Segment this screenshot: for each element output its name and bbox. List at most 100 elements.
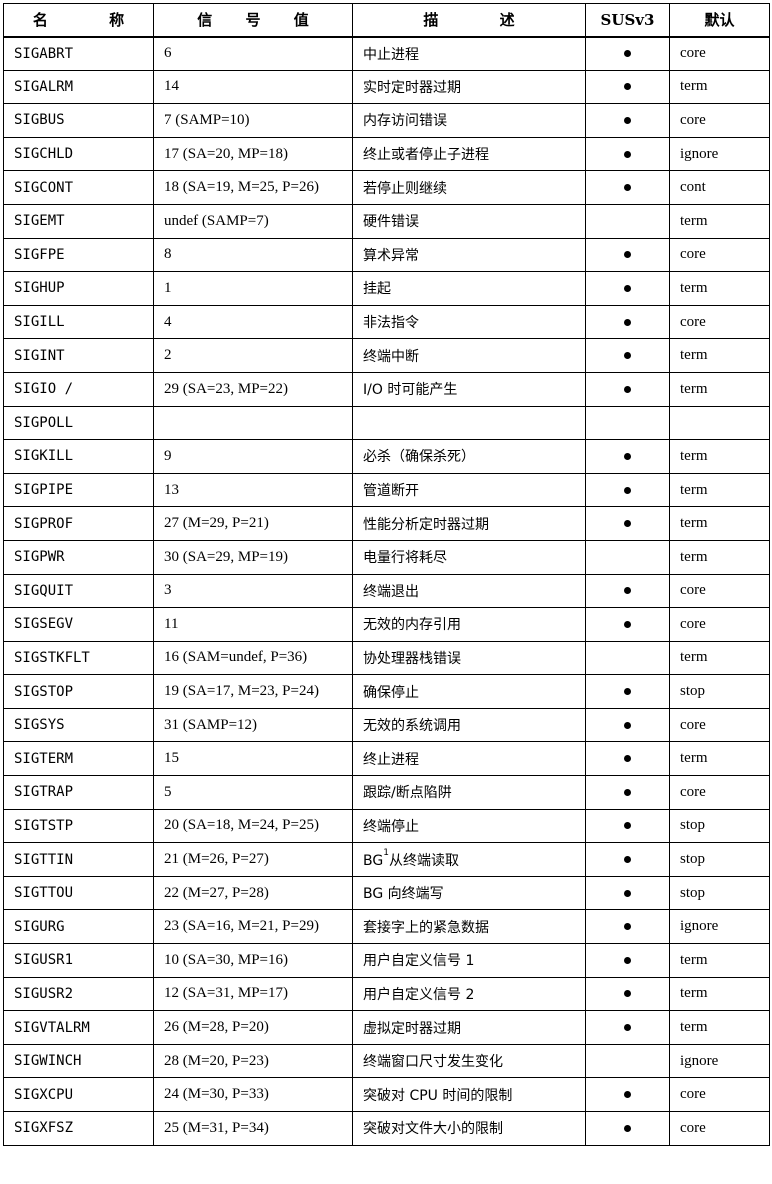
- signal-value: 22 (M=27, P=28): [153, 875, 353, 911]
- table-row: SIGSEGV 11 无效的内存引用 core: [3, 607, 770, 642]
- bullet-icon: [624, 116, 631, 124]
- signal-value: undef (SAMP=7): [153, 203, 353, 239]
- table-row: SIGXFSZ 25 (M=31, P=34) 突破对文件大小的限制 core: [3, 1111, 770, 1146]
- signal-value: 8: [153, 237, 353, 273]
- table-row: SIGTRAP 5 跟踪/断点陷阱 core: [3, 775, 770, 810]
- bullet-icon: [624, 755, 631, 763]
- table-row: SIGUSR1 10 (SA=30, MP=16) 用户自定义信号 1 term: [3, 943, 770, 978]
- bullet-icon: [624, 889, 631, 897]
- susv3-cell: [585, 439, 670, 474]
- bullet-icon: [624, 956, 631, 964]
- table-row: SIGURG 23 (SA=16, M=21, P=29) 套接字上的紧急数据 ign…: [3, 909, 770, 945]
- bullet-icon: [624, 721, 631, 729]
- signal-name: SIGTRAP: [3, 775, 154, 810]
- bullet-icon: [624, 587, 631, 595]
- signal-name: SIGHUP: [3, 271, 154, 306]
- signal-name: SIGSTOP: [3, 674, 154, 709]
- bullet-icon: [624, 385, 631, 393]
- susv3-cell: [585, 539, 670, 575]
- susv3-cell: [585, 707, 670, 743]
- signal-default-action: term: [669, 741, 770, 777]
- signal-name: SIGFPE: [3, 237, 154, 273]
- signal-name: SIGPWR: [3, 539, 154, 575]
- signal-default-action: ignore: [669, 1043, 770, 1079]
- table-row: SIGIO /29 (SA=23, MP=22) I/O 时可能产生 term: [3, 371, 770, 407]
- bullet-icon: [624, 688, 631, 696]
- susv3-cell: [585, 136, 670, 172]
- susv3-cell: [585, 371, 670, 407]
- signal-default-action: core: [669, 237, 770, 273]
- table-row: SIGTERM 15 终止进程 term: [3, 741, 770, 777]
- bullet-icon: [624, 83, 631, 91]
- signal-name: SIGUSR2: [3, 976, 154, 1012]
- signal-value: 28 (M=20, P=23): [153, 1043, 353, 1079]
- table-row: SIGQUIT 3 终端退出 core: [3, 573, 770, 609]
- signal-value: 4: [153, 304, 353, 340]
- signal-default-action: core: [669, 304, 770, 340]
- table-row: SIGCHLD 17 (SA=20, MP=18) 终止或者停止子进程 ignore: [3, 136, 770, 172]
- signal-default-action: stop: [669, 808, 770, 844]
- signal-value: 15: [153, 741, 353, 777]
- signal-value: 11: [153, 607, 353, 642]
- signal-default-action: core: [669, 607, 770, 642]
- table-row: SIGPIPE 13 管道断开 term: [3, 472, 770, 508]
- table-row: SIGILL 4 非法指令 core: [3, 304, 770, 340]
- signal-description: 确保停止: [352, 674, 586, 709]
- susv3-cell: [585, 69, 670, 105]
- signal-name: SIGKILL: [3, 439, 154, 474]
- signal-description: 终端退出: [352, 573, 586, 609]
- susv3-cell: [585, 304, 670, 340]
- table-row: SIGVTALRM 26 (M=28, P=20) 虚拟定时器过期 term: [3, 1010, 770, 1045]
- susv3-cell: [585, 909, 670, 945]
- signal-name: SIGXCPU: [3, 1077, 154, 1112]
- signal-name: SIGTERM: [3, 741, 154, 777]
- footnote-marker: 1: [383, 847, 389, 858]
- signal-default-action: term: [669, 69, 770, 105]
- signal-value: 5: [153, 775, 353, 810]
- bullet-icon: [624, 318, 631, 326]
- table-row: SIGSTKFLT 16 (SAM=undef, P=36) 协处理器栈错误 term: [3, 640, 770, 676]
- signal-name: SIGUSR1: [3, 943, 154, 978]
- signal-name: SIGABRT: [3, 36, 154, 71]
- signal-value: 12 (SA=31, MP=17): [153, 976, 353, 1012]
- bullet-icon: [624, 452, 631, 460]
- table-row: SIGUSR2 12 (SA=31, MP=17) 用户自定义信号 2 term: [3, 976, 770, 1012]
- signal-default-action: core: [669, 103, 770, 138]
- bullet-icon: [624, 1091, 631, 1099]
- susv3-cell: [585, 170, 670, 205]
- susv3-cell: [585, 36, 670, 71]
- susv3-cell: [585, 842, 670, 877]
- susv3-cell: [585, 1077, 670, 1112]
- signal-description: 中止进程: [352, 36, 586, 71]
- table-row: SIGBUS 7 (SAMP=10) 内存访问错误 core: [3, 103, 770, 138]
- table-row: SIGABRT 6 中止进程 core: [3, 36, 770, 71]
- signal-description: BG 向终端写: [352, 875, 586, 911]
- signal-value: 14: [153, 69, 353, 105]
- signal-name: SIGWINCH: [3, 1043, 154, 1079]
- signal-description: 无效的系统调用: [352, 707, 586, 743]
- signal-name: SIGPROF: [3, 506, 154, 541]
- signal-value: 19 (SA=17, M=23, P=24): [153, 674, 353, 709]
- signal-value: 13: [153, 472, 353, 508]
- susv3-cell: [585, 573, 670, 609]
- header-susv3: SUSv3: [585, 3, 670, 38]
- signal-description: 套接字上的紧急数据: [352, 909, 586, 945]
- signal-name: SIGTSTP: [3, 808, 154, 844]
- susv3-cell: [585, 271, 670, 306]
- bullet-icon: [624, 50, 631, 58]
- signal-value: 21 (M=26, P=27): [153, 842, 353, 877]
- signal-value: 18 (SA=19, M=25, P=26): [153, 170, 353, 205]
- signal-value: 3: [153, 573, 353, 609]
- signal-value: 27 (M=29, P=21): [153, 506, 353, 541]
- signal-description: 性能分析定时器过期: [352, 506, 586, 541]
- signal-name: SIGEMT: [3, 203, 154, 239]
- signal-default-action: term: [669, 371, 770, 407]
- signal-name: SIGPIPE: [3, 472, 154, 508]
- signal-name: SIGQUIT: [3, 573, 154, 609]
- signal-value: 23 (SA=16, M=21, P=29): [153, 909, 353, 945]
- susv3-cell: [585, 506, 670, 541]
- bullet-icon: [624, 150, 631, 158]
- table-row: SIGKILL 9 必杀（确保杀死） term: [3, 439, 770, 474]
- signal-name: SIGTTOU: [3, 875, 154, 911]
- susv3-cell: [585, 405, 670, 441]
